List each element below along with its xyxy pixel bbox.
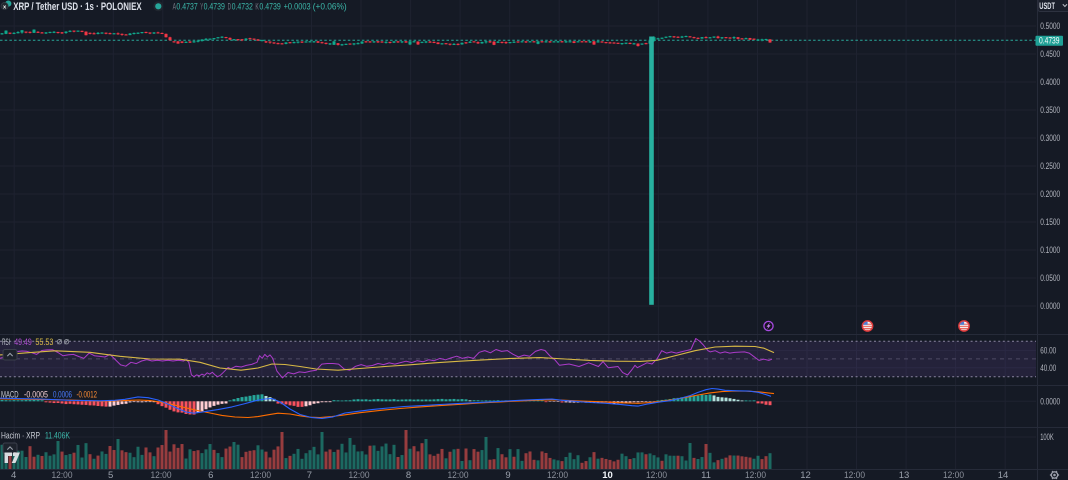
svg-text:0.4739: 0.4739 — [1039, 36, 1060, 46]
svg-text:+0.0003: +0.0003 — [284, 2, 311, 13]
svg-text:A: A — [173, 2, 177, 13]
svg-text:Y: Y — [200, 2, 203, 13]
svg-text:11.406K: 11.406K — [45, 431, 70, 442]
svg-text:12:00: 12:00 — [349, 470, 370, 480]
svg-text:0.4732: 0.4732 — [232, 2, 253, 13]
svg-text:14: 14 — [998, 470, 1009, 480]
svg-text:12:00: 12:00 — [745, 470, 766, 480]
svg-text:0.0000: 0.0000 — [1040, 397, 1060, 407]
svg-text:5: 5 — [108, 470, 113, 480]
svg-text:100K: 100K — [1040, 432, 1054, 442]
svg-text:Hacim · XRP: Hacim · XRP — [1, 431, 40, 442]
svg-text:RSI: RSI — [2, 337, 10, 348]
svg-text:0.4737: 0.4737 — [176, 2, 197, 13]
svg-text:11: 11 — [701, 470, 711, 480]
svg-text:MACD: MACD — [1, 390, 19, 401]
svg-text:12:00: 12:00 — [844, 470, 865, 480]
svg-text:40.00: 40.00 — [1040, 363, 1056, 373]
svg-text:0.1500: 0.1500 — [1040, 217, 1060, 227]
svg-text:0.4500: 0.4500 — [1040, 49, 1060, 59]
svg-text:55.53: 55.53 — [35, 337, 53, 348]
svg-text:0.0500: 0.0500 — [1040, 273, 1060, 283]
svg-text:60.00: 60.00 — [1040, 346, 1056, 356]
svg-text:0.0006: 0.0006 — [53, 390, 72, 401]
svg-text:0.4000: 0.4000 — [1040, 77, 1060, 87]
svg-text:12:00: 12:00 — [52, 470, 73, 480]
svg-text:-0.0012: -0.0012 — [77, 390, 98, 401]
svg-text:0.2500: 0.2500 — [1040, 161, 1060, 171]
svg-text:6: 6 — [208, 470, 213, 480]
svg-text:0.1000: 0.1000 — [1040, 245, 1060, 255]
svg-text:0.3500: 0.3500 — [1040, 105, 1060, 115]
svg-text:0.2000: 0.2000 — [1040, 189, 1060, 199]
svg-text:XRP / Tether USD · 1s · POLONI: XRP / Tether USD · 1s · POLONIEX — [13, 1, 142, 13]
svg-text:49.49: 49.49 — [14, 337, 32, 348]
svg-text:12:00: 12:00 — [250, 470, 271, 480]
svg-text:12:00: 12:00 — [151, 470, 172, 480]
svg-text:x: x — [3, 4, 7, 10]
svg-text:D: D — [228, 2, 231, 13]
svg-text:0.0000: 0.0000 — [1040, 301, 1060, 311]
svg-text:USDT: USDT — [1039, 1, 1055, 12]
svg-text:9: 9 — [505, 470, 510, 480]
svg-text:8: 8 — [406, 470, 411, 480]
svg-text:0.4739: 0.4739 — [259, 2, 280, 13]
svg-text:K: K — [255, 2, 259, 13]
svg-text:13: 13 — [899, 470, 910, 480]
svg-text:12:00: 12:00 — [448, 470, 469, 480]
svg-text:4: 4 — [11, 470, 16, 480]
svg-text:(+0.06%): (+0.06%) — [313, 2, 347, 13]
svg-text:10: 10 — [602, 470, 613, 480]
svg-text:0.4739: 0.4739 — [204, 2, 225, 13]
svg-text:0.5000: 0.5000 — [1040, 21, 1060, 31]
svg-text:12: 12 — [800, 470, 811, 480]
svg-text:0.3000: 0.3000 — [1040, 133, 1060, 143]
svg-text:12:00: 12:00 — [646, 470, 667, 480]
svg-text:12:00: 12:00 — [943, 470, 964, 480]
svg-text:7: 7 — [307, 470, 312, 480]
svg-text:-0.0005: -0.0005 — [24, 390, 48, 401]
svg-text:12:00: 12:00 — [547, 470, 568, 480]
